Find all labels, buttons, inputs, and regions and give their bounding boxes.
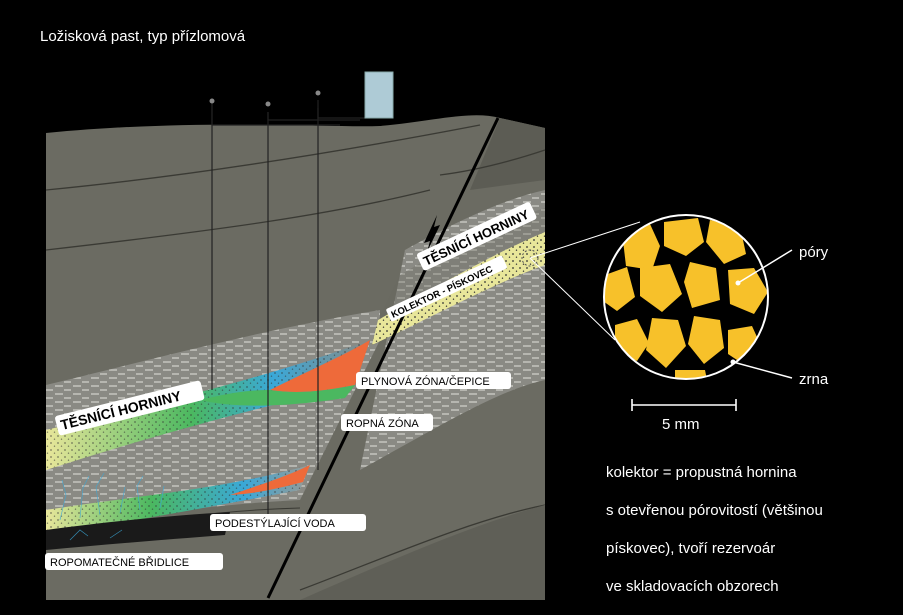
source-rock-label: ROPOMATEČNÉ BŘIDLICE bbox=[50, 556, 189, 569]
note-line: ve skladovacích obzorech bbox=[606, 578, 779, 595]
note-line: kolektor = propustná hornina bbox=[606, 464, 797, 481]
scale-bar bbox=[631, 399, 737, 411]
oil-zone-label: ROPNÁ ZÓNA bbox=[346, 417, 419, 430]
pore-magnifier bbox=[604, 215, 768, 379]
gas-cap bbox=[270, 340, 370, 393]
source-rock bbox=[46, 512, 230, 550]
pores-label: póry bbox=[799, 244, 829, 261]
lower-gas bbox=[230, 465, 310, 495]
diagram-title: Ložisková past, typ přízlomová bbox=[40, 28, 246, 45]
note-line: pískovec), tvoří rezervoár bbox=[606, 540, 776, 557]
wells bbox=[211, 100, 370, 520]
oil-zone bbox=[200, 385, 355, 406]
water-label: PODESTÝLAJÍCÍ VODA bbox=[215, 517, 335, 530]
gas-zone-label: PLYNOVÁ ZÓNA/ČEPICE bbox=[361, 375, 490, 388]
grains-label: zrna bbox=[799, 371, 829, 388]
scale-label: 5 mm bbox=[662, 416, 700, 433]
storage-tank bbox=[364, 71, 394, 119]
seal-right bbox=[378, 208, 545, 320]
lower-right-block bbox=[300, 505, 545, 600]
reservoir-note: kolektor = propustná hornina s otevřenou… bbox=[606, 444, 823, 615]
upper-right-block bbox=[470, 118, 545, 190]
note-line: s otevřenou pórovitostí (většinou bbox=[606, 502, 823, 519]
